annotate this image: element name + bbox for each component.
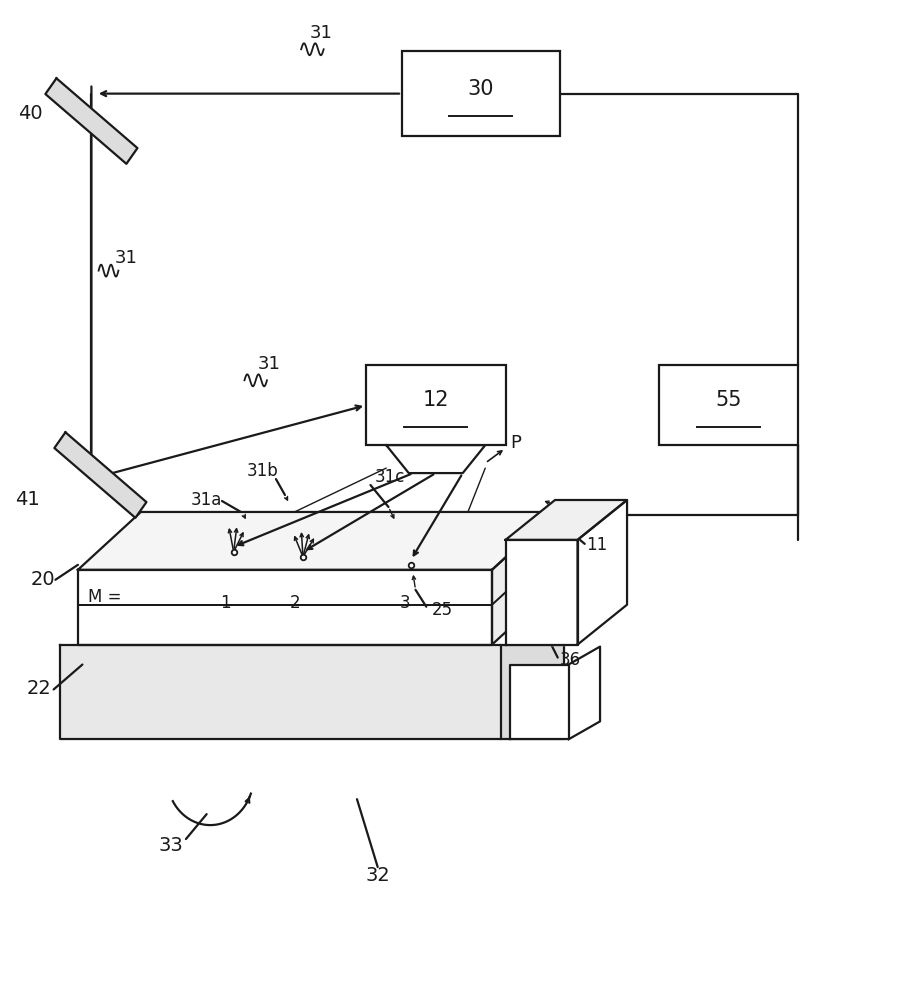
- Polygon shape: [492, 512, 555, 645]
- Polygon shape: [386, 445, 484, 473]
- Polygon shape: [60, 645, 501, 739]
- Polygon shape: [78, 512, 555, 570]
- Bar: [365, 365, 505, 445]
- Text: 31: 31: [258, 355, 281, 373]
- Text: 1: 1: [220, 594, 231, 612]
- Text: 32: 32: [365, 866, 391, 885]
- Bar: [401, 51, 559, 136]
- Text: 20: 20: [30, 570, 55, 589]
- Text: M =: M =: [87, 588, 121, 606]
- Text: 12: 12: [422, 390, 448, 410]
- Text: 22: 22: [26, 679, 51, 698]
- Text: 55: 55: [714, 390, 741, 410]
- Text: 31: 31: [115, 249, 137, 267]
- Text: 41: 41: [14, 490, 40, 509]
- Text: P: P: [510, 434, 520, 452]
- Text: 30: 30: [467, 79, 493, 99]
- Text: 40: 40: [17, 104, 42, 123]
- Text: 31b: 31b: [247, 462, 279, 480]
- Polygon shape: [505, 500, 626, 540]
- Text: 25: 25: [431, 601, 452, 619]
- Text: 31a: 31a: [190, 491, 222, 509]
- Text: 11: 11: [586, 536, 607, 554]
- Polygon shape: [54, 432, 146, 518]
- Polygon shape: [78, 570, 492, 645]
- Text: 21: 21: [557, 498, 577, 516]
- Polygon shape: [510, 665, 568, 739]
- Polygon shape: [501, 645, 564, 739]
- Text: 2: 2: [290, 594, 299, 612]
- Text: 31: 31: [309, 24, 333, 42]
- Text: 31c: 31c: [374, 468, 405, 486]
- Text: 3: 3: [399, 594, 410, 612]
- Polygon shape: [505, 540, 577, 645]
- Polygon shape: [45, 78, 137, 164]
- Text: 33: 33: [159, 836, 183, 855]
- Bar: [658, 365, 797, 445]
- Text: 36: 36: [559, 651, 580, 669]
